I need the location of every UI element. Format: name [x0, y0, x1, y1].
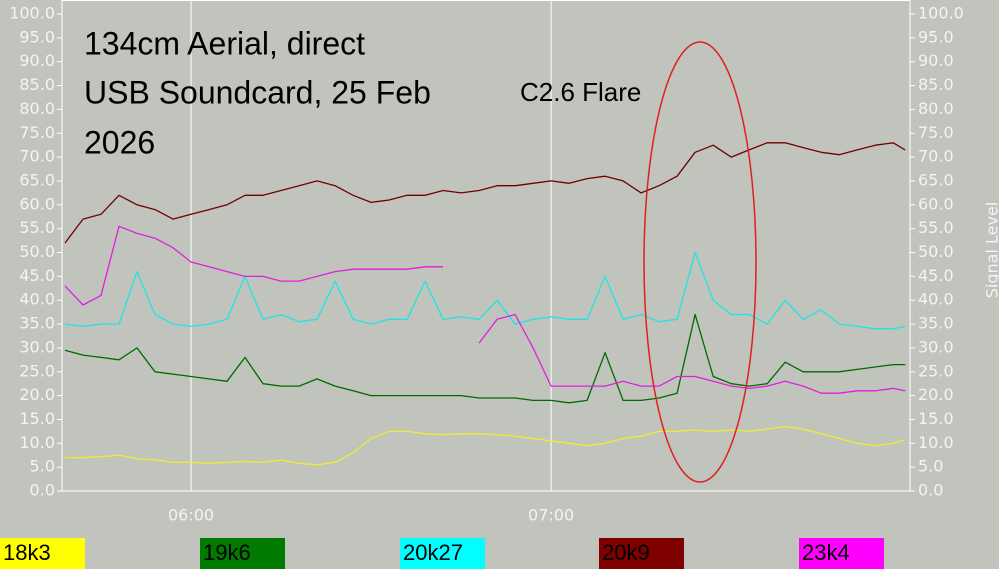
y2-tick-label: 50.0: [918, 242, 954, 261]
y-tick-label: 55.0: [19, 218, 55, 237]
y2-axis-label: Signal Level: [983, 202, 999, 298]
y2-tick-label: 20.0: [918, 385, 954, 404]
legend-swatch: [0, 538, 85, 569]
y2-tick-label: 35.0: [918, 314, 954, 333]
plot-lines: [64, 142, 906, 466]
chart-title: USB Soundcard, 25 Feb: [84, 74, 431, 110]
series-line: [64, 313, 906, 404]
axes: 0.0 5.0 10.0 15.0 20.0 25.0 30.0 35.0 40.0 45.0 50…: [9, 4, 964, 525]
y-tick-label: 80.0: [19, 99, 55, 118]
y-tick-label: 90.0: [19, 51, 55, 70]
y2-tick-label: 55.0: [918, 218, 954, 237]
y-tick-label: 50.0: [19, 242, 55, 261]
y-tick-label: 60.0: [19, 194, 55, 213]
y-tick-label: 95.0: [19, 27, 55, 46]
y2-tick-label: 0.0: [918, 481, 943, 500]
y2-tick-label: 85.0: [918, 75, 954, 94]
y-tick-label: 30.0: [19, 337, 55, 356]
y2-tick-label: 25.0: [918, 361, 954, 380]
y2-tick-label: 45.0: [918, 266, 954, 285]
series-line: [65, 425, 906, 466]
annotation: C2.6 Flare: [520, 77, 641, 107]
y-tick-label: 100.0: [9, 4, 55, 23]
y-tick-label: 75.0: [19, 123, 55, 142]
series-line: [64, 225, 906, 394]
legend-label: 18k3: [3, 540, 51, 565]
y2-tick-label: 10.0: [918, 433, 954, 452]
y2-tick-label: 65.0: [918, 170, 954, 189]
y2-tick-label: 5.0: [918, 457, 943, 476]
y-tick-label: 25.0: [19, 361, 55, 380]
y2-tick-label: 40.0: [918, 290, 954, 309]
x-tick-label: 07:00: [528, 506, 574, 525]
y-tick-label: 70.0: [19, 147, 55, 166]
series-line: [64, 142, 906, 244]
y-tick-label: 5.0: [30, 457, 55, 476]
series-line: [64, 251, 906, 330]
y2-tick-label: 15.0: [918, 409, 954, 428]
flare-ellipse: [643, 41, 757, 483]
legend-label: 20k9: [602, 540, 650, 565]
y-tick-label: 0.0: [30, 481, 55, 500]
legend-label: 23k4: [802, 540, 850, 565]
legend-swatch: [200, 538, 285, 569]
y-tick-label: 10.0: [19, 433, 55, 452]
y2-tick-label: 60.0: [918, 194, 954, 213]
y-tick-label: 45.0: [19, 266, 55, 285]
legend-swatch: [400, 538, 485, 569]
y2-tick-label: 100.0: [918, 4, 964, 23]
legend-swatch: [599, 538, 684, 569]
legend-label: 20k27: [403, 540, 463, 565]
y2-tick-label: 30.0: [918, 337, 954, 356]
x-tick-label: 06:00: [168, 506, 214, 525]
y2-tick-label: 90.0: [918, 51, 954, 70]
y2-tick-label: 75.0: [918, 123, 954, 142]
legend-label: 19k6: [203, 540, 251, 565]
y-tick-label: 20.0: [19, 385, 55, 404]
grid: [190, 0, 552, 491]
y2-tick-label: 70.0: [918, 147, 954, 166]
chart-title: 134cm Aerial, direct: [84, 25, 365, 61]
y2-tick-label: 95.0: [918, 27, 954, 46]
legend: 18k3 19k6 20k27 20k9 23k4: [0, 538, 884, 569]
y2-tick-label: 80.0: [918, 99, 954, 118]
y-tick-label: 35.0: [19, 314, 55, 333]
y-tick-label: 40.0: [19, 290, 55, 309]
legend-swatch: [799, 538, 884, 569]
y-tick-label: 65.0: [19, 170, 55, 189]
y-tick-label: 85.0: [19, 75, 55, 94]
chart-title: 2026: [84, 124, 155, 160]
y-tick-label: 15.0: [19, 409, 55, 428]
